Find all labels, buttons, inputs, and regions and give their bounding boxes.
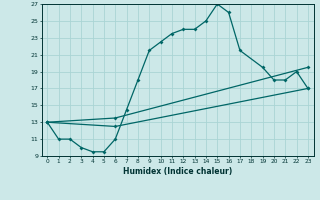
X-axis label: Humidex (Indice chaleur): Humidex (Indice chaleur) bbox=[123, 167, 232, 176]
